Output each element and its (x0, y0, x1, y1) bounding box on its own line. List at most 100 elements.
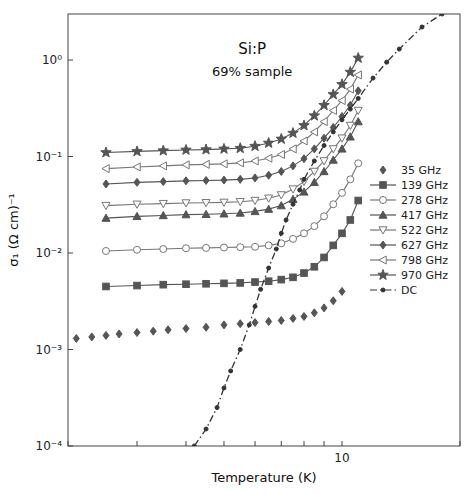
x-tick (281, 441, 282, 446)
data-point (278, 276, 285, 283)
data-point (346, 122, 354, 129)
data-point (251, 157, 258, 165)
legend-label: DC (401, 284, 417, 297)
data-point (103, 331, 109, 339)
chart: 1010⁻⁴10⁻³10⁻²10⁻¹10⁰Temperature (K)σ₁ (… (0, 0, 474, 494)
legend-marker (380, 182, 387, 189)
data-point (183, 177, 189, 185)
data-point (252, 319, 258, 327)
data-point (277, 202, 285, 209)
data-point (278, 167, 284, 175)
series-line (106, 163, 358, 251)
legend-marker (379, 227, 387, 234)
data-point (301, 230, 308, 237)
data-point (235, 143, 245, 153)
data-point (182, 161, 189, 169)
x-tick (324, 441, 325, 446)
data-point (150, 327, 156, 335)
data-point (165, 326, 171, 334)
data-point (103, 180, 109, 188)
data-point (102, 214, 110, 221)
data-point (215, 406, 219, 410)
legend-item: 417 GHz (370, 209, 448, 222)
data-point (311, 223, 318, 230)
data-point (265, 278, 272, 285)
data-point (204, 427, 208, 431)
data-point (346, 133, 354, 140)
data-point (229, 369, 233, 373)
data-point (221, 176, 227, 184)
data-point (236, 199, 244, 206)
data-point (312, 159, 316, 163)
data-point (309, 110, 319, 120)
data-point (201, 144, 211, 154)
data-point (181, 144, 191, 154)
data-point (134, 246, 141, 253)
series (102, 118, 362, 222)
data-point (284, 218, 288, 222)
y-tick-label: 10⁰ (42, 53, 62, 67)
data-point (221, 280, 228, 287)
data-point (347, 217, 354, 224)
data-point (132, 146, 142, 156)
data-point (330, 297, 336, 305)
legend-marker (381, 288, 385, 292)
data-point (288, 128, 298, 138)
data-point (133, 201, 141, 208)
data-point (310, 178, 318, 185)
data-point (302, 177, 306, 181)
data-point (298, 188, 302, 192)
series (103, 197, 362, 290)
data-point (330, 201, 337, 208)
legend-label: 627 GHz (401, 239, 448, 252)
data-point (397, 47, 401, 51)
data-point (73, 335, 79, 343)
data-point (183, 245, 190, 252)
data (73, 14, 444, 446)
data-point (320, 158, 328, 165)
data-point (290, 235, 297, 242)
data-point (277, 192, 285, 199)
data-point (301, 155, 307, 163)
data-point (321, 254, 328, 261)
annotations: Si:P69% sample (212, 40, 292, 79)
data-point (279, 231, 283, 235)
data-point (202, 160, 209, 168)
data-point (277, 150, 284, 158)
data-point (220, 210, 228, 217)
legend-marker (380, 197, 387, 204)
legend-marker (379, 211, 387, 218)
data-point (219, 143, 229, 153)
data-point (102, 247, 109, 254)
data-point (339, 230, 346, 237)
data-point (237, 320, 243, 328)
data-point (250, 141, 260, 151)
data-point (385, 60, 389, 64)
x-tick (137, 441, 138, 446)
data-point (321, 134, 327, 142)
data-point (290, 314, 296, 322)
data-point (102, 165, 109, 173)
legend-item: 627 GHz (370, 239, 448, 252)
legend-label: 798 GHz (401, 254, 448, 267)
data-point (345, 67, 355, 77)
data-point (202, 210, 210, 217)
data-point (253, 304, 257, 308)
data-point (251, 197, 259, 204)
legend-label: 139 GHz (401, 179, 448, 192)
y-tick-label: 10⁻⁴ (36, 439, 63, 453)
data-point (289, 186, 297, 193)
data-point (134, 282, 141, 289)
data-point (354, 118, 362, 125)
y-tick-label: 10⁻¹ (36, 150, 63, 164)
data-point (237, 175, 243, 183)
series-line (106, 91, 358, 184)
data-point (203, 280, 210, 287)
x-tick (255, 441, 256, 446)
data-point (322, 144, 326, 148)
legend-marker (380, 241, 386, 249)
plot-frame (68, 14, 460, 446)
data-point (259, 287, 263, 291)
y-tick (68, 156, 73, 157)
data-point (251, 207, 259, 214)
